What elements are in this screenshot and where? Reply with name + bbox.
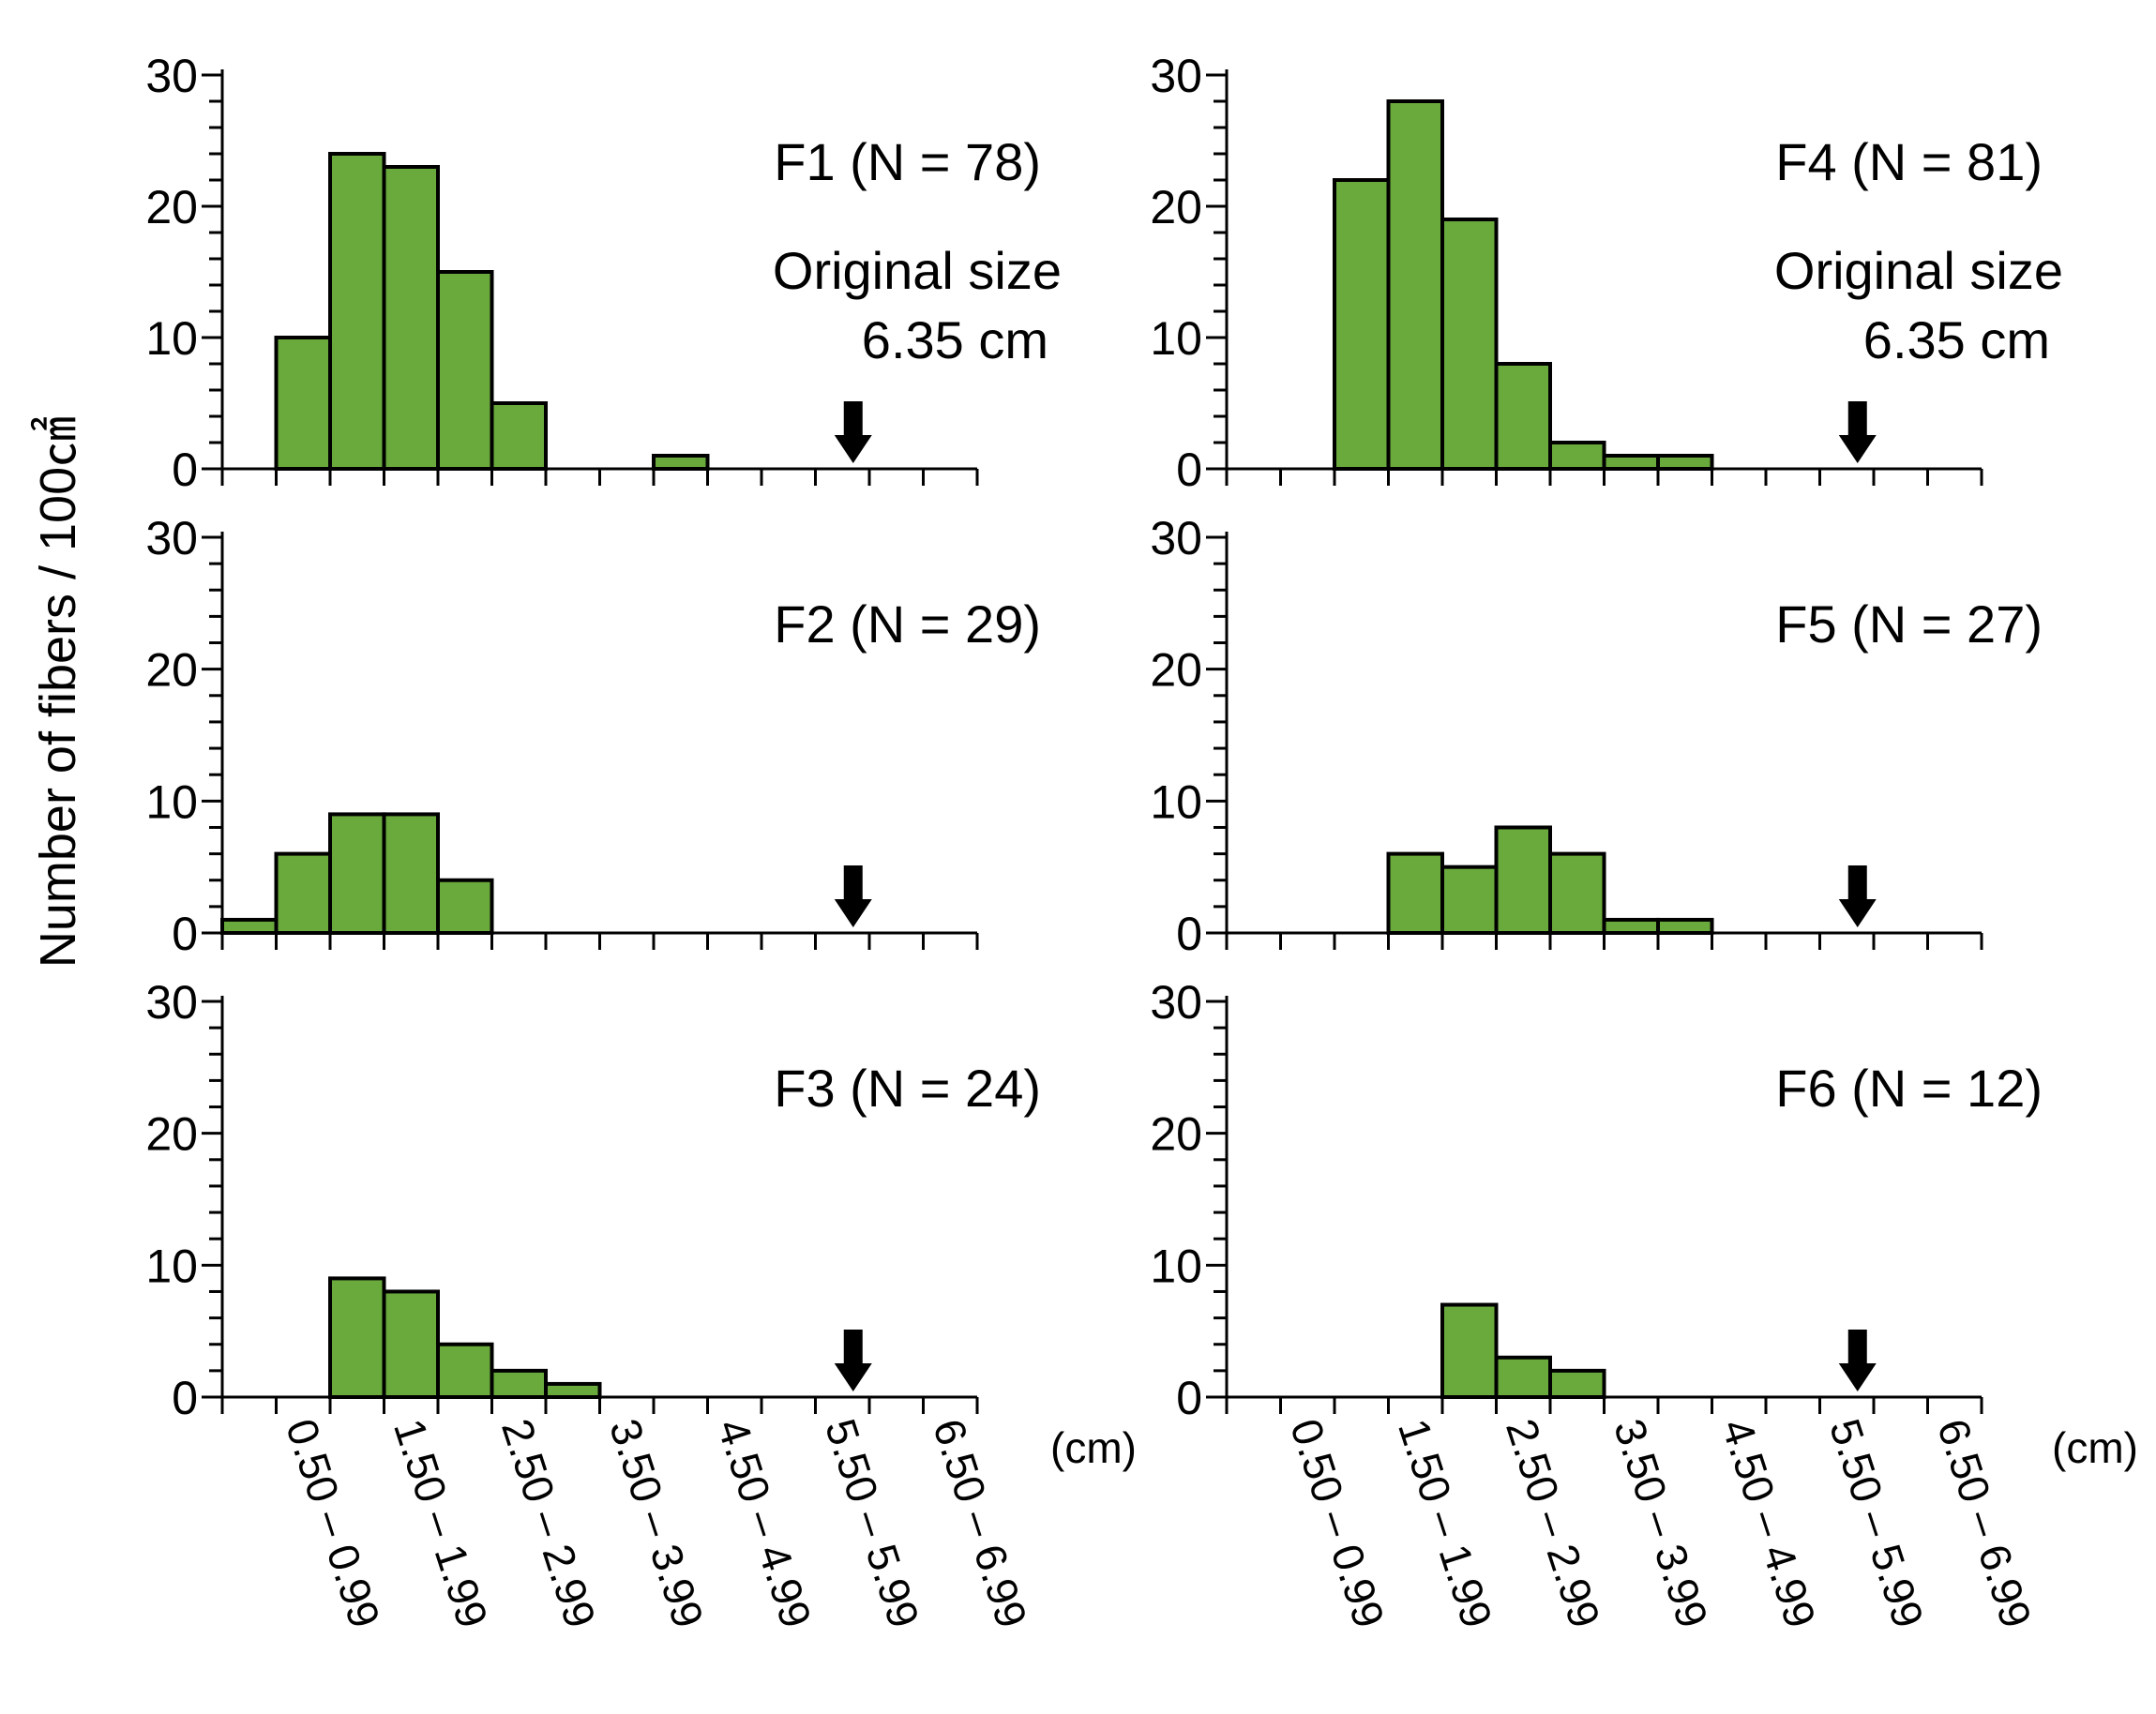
panel-label: F5 (N = 27) xyxy=(1775,594,2043,654)
panel-label: F6 (N = 12) xyxy=(1775,1059,2043,1118)
panel-f1: 0 10 20 30 F1 (N = 78) Original size 6.35 cm xyxy=(145,50,1062,496)
bar-f2-4 xyxy=(436,878,494,936)
bar-f4-3 xyxy=(1386,99,1444,471)
y-axis-label: Number of fibers / 100㎠ xyxy=(30,416,86,968)
bar-f1-1 xyxy=(274,336,332,471)
y-tick-label: 20 xyxy=(1150,644,1202,697)
bar-f3-3 xyxy=(382,1289,440,1400)
x-tick-label: 2.50 – 2.99 xyxy=(1497,1413,1610,1633)
bar-f3-4 xyxy=(436,1342,494,1399)
x-unit-label: (cm) xyxy=(1050,1423,1137,1472)
bar-f6-4 xyxy=(1440,1302,1499,1399)
x-tick-label: 1.50 – 1.99 xyxy=(384,1413,498,1633)
panel-f4: 0 10 20 30 F4 (N = 81) Original size 6.35 cm xyxy=(1150,50,2063,496)
x-tick-label: 0.50 – 0.99 xyxy=(1281,1413,1395,1633)
bar-f5-4 xyxy=(1440,865,1499,936)
bar-f5-3 xyxy=(1386,851,1444,935)
y-tick-label: 20 xyxy=(145,181,198,233)
y-tick-label: 10 xyxy=(145,1240,198,1292)
y-tick-label: 30 xyxy=(145,512,198,564)
panel-label: F3 (N = 24) xyxy=(774,1059,1041,1118)
original-size-arrow xyxy=(1838,401,1877,463)
bar-f3-2 xyxy=(328,1276,386,1400)
bar-f4-8 xyxy=(1656,454,1714,471)
original-size-arrow xyxy=(1838,1330,1877,1391)
y-tick-label: 30 xyxy=(145,50,198,102)
panel-f5: 0 10 20 30 F5 (N = 27) xyxy=(1150,512,2043,960)
y-tick-label: 20 xyxy=(145,1108,198,1161)
bar-f1-3 xyxy=(382,165,440,471)
y-tick-label: 30 xyxy=(1150,976,1202,1029)
y-tick-label: 0 xyxy=(1176,444,1202,496)
bar-f4-5 xyxy=(1494,362,1552,471)
bar-f2-1 xyxy=(274,851,332,935)
bar-f1-4 xyxy=(436,270,494,471)
y-tick-label: 0 xyxy=(1176,908,1202,960)
y-tick-label: 30 xyxy=(145,976,198,1029)
y-tick-label: 20 xyxy=(1150,181,1202,233)
original-size-value: 6.35 cm xyxy=(1863,310,2050,369)
original-size-label: Original size xyxy=(773,241,1062,300)
y-tick-label: 10 xyxy=(145,775,198,828)
y-tick-label: 0 xyxy=(172,444,198,496)
bar-f6-5 xyxy=(1494,1355,1552,1400)
original-size-label: Original size xyxy=(1774,241,2063,300)
panel-label: F1 (N = 78) xyxy=(774,132,1041,191)
bar-f4-2 xyxy=(1333,178,1391,471)
panel-label: F2 (N = 29) xyxy=(774,594,1041,654)
x-tick-label: 5.50 – 5.99 xyxy=(1820,1413,1934,1633)
y-tick-label: 30 xyxy=(1150,50,1202,102)
x-tick-label: 2.50 – 2.99 xyxy=(492,1413,606,1633)
bar-f1-5 xyxy=(490,401,548,471)
x-tick-label: 0.50 – 0.99 xyxy=(277,1413,390,1633)
bar-f5-5 xyxy=(1494,825,1552,936)
panel-f2: 0 10 20 30 F2 (N = 29) xyxy=(145,512,1041,960)
y-tick-label: 0 xyxy=(1176,1372,1202,1424)
bar-f2-0 xyxy=(220,917,279,936)
x-tick-label: 5.50 – 5.99 xyxy=(816,1413,929,1633)
x-tick-label: 3.50 – 3.99 xyxy=(600,1413,714,1633)
original-size-arrow xyxy=(834,401,872,463)
original-size-arrow xyxy=(834,1330,872,1391)
x-tick-label: 3.50 – 3.99 xyxy=(1605,1413,1718,1633)
bar-f2-2 xyxy=(328,812,386,936)
bar-f1-8 xyxy=(652,454,710,471)
bar-f5-6 xyxy=(1548,851,1606,935)
bar-f1-2 xyxy=(328,152,386,471)
bar-f2-3 xyxy=(382,812,440,936)
y-tick-label: 0 xyxy=(172,908,198,960)
x-tick-label: 4.50 – 4.99 xyxy=(708,1413,822,1633)
x-tick-label: 4.50 – 4.99 xyxy=(1712,1413,1826,1633)
panel-f6: 0 10 20 30 F6 (N = 12) 0.50 – 0.991.50 – 1.99… xyxy=(1150,976,2138,1633)
bar-f6-6 xyxy=(1548,1368,1606,1400)
original-size-arrow xyxy=(1838,865,1877,927)
y-tick-label: 0 xyxy=(172,1372,198,1424)
x-tick-label: 1.50 – 1.99 xyxy=(1389,1413,1502,1633)
original-size-value: 6.35 cm xyxy=(862,310,1048,369)
panel-f3: 0 10 20 30 F3 (N = 24) 0.50 – 0.991.50 – 1.99… xyxy=(145,976,1137,1633)
bar-f5-7 xyxy=(1602,917,1660,936)
bar-f5-8 xyxy=(1656,917,1714,936)
bar-f4-4 xyxy=(1440,218,1499,471)
x-tick-label: 6.50 – 6.99 xyxy=(924,1413,1037,1633)
y-tick-label: 10 xyxy=(145,312,198,365)
y-tick-label: 10 xyxy=(1150,312,1202,365)
bar-f4-7 xyxy=(1602,454,1660,471)
y-tick-label: 20 xyxy=(1150,1108,1202,1161)
panels-group: 0 10 20 30 F1 (N = 78) Original size 6.35 cm 0 1… xyxy=(145,50,2138,1633)
original-size-arrow xyxy=(834,865,872,927)
bar-f4-6 xyxy=(1548,441,1606,471)
y-tick-label: 30 xyxy=(1150,512,1202,564)
y-tick-label: 10 xyxy=(1150,775,1202,828)
x-tick-label: 6.50 – 6.99 xyxy=(1928,1413,2042,1633)
bar-f3-5 xyxy=(490,1368,548,1400)
y-tick-label: 20 xyxy=(145,644,198,697)
y-tick-label: 10 xyxy=(1150,1240,1202,1292)
panel-label: F4 (N = 81) xyxy=(1775,132,2043,191)
x-unit-label: (cm) xyxy=(2052,1423,2138,1472)
bar-f3-6 xyxy=(544,1381,602,1400)
